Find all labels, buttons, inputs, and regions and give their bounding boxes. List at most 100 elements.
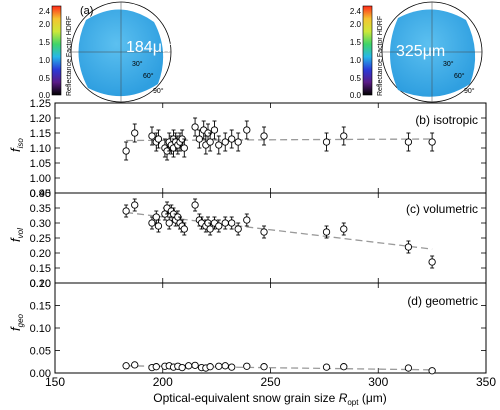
y-tick-label: 1.20	[30, 113, 51, 125]
data-point	[221, 362, 229, 370]
y-tick-label: 0.20	[30, 278, 51, 290]
colorbar-tick: 1.5	[350, 38, 362, 47]
data-point	[148, 219, 156, 227]
colorbar-tick: 2.4	[350, 7, 362, 16]
svg-text:fgeo: fgeo	[8, 313, 25, 331]
y-axis-label: fgeo	[8, 313, 25, 331]
data-point	[210, 126, 219, 134]
data-point	[131, 201, 139, 209]
panel-title: (d) geometric	[407, 294, 478, 308]
data-point	[428, 138, 436, 146]
inset-label: (a)	[80, 5, 93, 17]
data-point	[234, 138, 242, 146]
colorbar-tick: 1.0	[350, 56, 362, 65]
data-point	[206, 225, 214, 233]
colorbar-tick: 0.0	[350, 91, 362, 100]
y-tick-label: 0.10	[30, 278, 51, 290]
data-point	[180, 225, 188, 233]
data-point	[122, 362, 130, 370]
colorbar-title: Reflectance Factor HDRF	[66, 16, 73, 96]
y-tick-label: 0.35	[30, 203, 51, 215]
data-point	[260, 363, 268, 371]
colorbar	[51, 5, 62, 96]
x-tick-label: 150	[45, 375, 65, 389]
panel-isotropic: (b) isotropic fiso 0.95 1.00 1.05 1.10 1.15 1…	[8, 98, 487, 200]
data-point	[152, 363, 160, 371]
data-point	[215, 141, 223, 149]
y-tick-label: 1.15	[30, 128, 51, 140]
panel-title: (c) volumetric	[406, 202, 478, 216]
angle-label: 90°	[153, 87, 164, 95]
grain-size-label: 184μm	[126, 39, 175, 56]
data-point	[322, 363, 331, 371]
angle-label: 60°	[454, 72, 465, 80]
data-point	[243, 126, 251, 134]
data-point	[206, 363, 214, 371]
data-point	[428, 367, 436, 375]
grain-size-label: 325μm	[396, 43, 445, 60]
data-point	[154, 222, 163, 230]
x-label-unit: (μm)	[362, 391, 387, 405]
inset-184: 2.4 2.0 1.5 1.0 0.5 0.0 Reflectance Fact…	[39, 1, 175, 103]
y-tick-label: 0.20	[30, 248, 51, 260]
data-point	[154, 135, 163, 143]
data-point	[234, 225, 242, 233]
colorbar-tick: 2.0	[350, 20, 362, 29]
data-point	[340, 132, 348, 140]
data-point	[428, 258, 436, 266]
data-point	[191, 123, 199, 131]
y-tick-label: 1.10	[30, 143, 51, 155]
data-point	[260, 228, 268, 236]
colorbar-tick: 1.0	[39, 56, 51, 65]
data-point	[122, 147, 130, 155]
y-tick-label: 1.25	[30, 98, 51, 110]
colorbar	[362, 5, 373, 96]
x-label-prefix: Optical-equivalent snow grain size	[153, 391, 335, 405]
data-point	[191, 361, 199, 369]
data-point	[184, 362, 193, 370]
data-point	[322, 138, 331, 146]
data-point	[340, 363, 348, 371]
data-point	[122, 207, 130, 215]
data-point	[148, 132, 156, 140]
data-point	[165, 219, 173, 227]
data-point	[206, 138, 214, 146]
panel-title: (b) isotropic	[415, 113, 478, 127]
colorbar-tick: 2.0	[39, 20, 51, 29]
data-point	[404, 138, 413, 146]
x-axis: 150 200 250 300 350	[45, 375, 496, 389]
angle-label: 30°	[443, 60, 454, 68]
data-point	[221, 138, 229, 146]
data-point	[260, 132, 268, 140]
data-point	[228, 135, 236, 143]
data-point	[152, 213, 160, 221]
x-label-sub: opt	[347, 398, 359, 407]
x-tick-label: 350	[476, 375, 496, 389]
y-axis-label: fvol	[8, 228, 25, 242]
y-tick-label: 1.05	[30, 158, 51, 170]
inset-325: 2.4 2.0 1.5 1.0 0.5 0.0 Reflectance Fact…	[350, 1, 483, 103]
data-point	[131, 361, 139, 369]
colorbar-title: Reflectance Factor HDRF	[377, 16, 384, 96]
fit-line	[126, 138, 433, 142]
data-point	[404, 243, 413, 251]
y-tick-label: 0.05	[30, 346, 51, 358]
fit-line	[126, 211, 433, 250]
data-point	[178, 363, 186, 372]
y-tick-label: 0.30	[30, 218, 51, 230]
data-point	[228, 219, 236, 227]
y-tick-label: 1.00	[30, 173, 51, 185]
y-tick-label: 0.10	[30, 323, 51, 335]
data-point	[195, 135, 204, 143]
panel-volumetric: (c) volumetric fvol 0.10 0.15 0.20 0.25 0.30…	[8, 188, 487, 290]
colorbar-ticks: 2.4 2.0 1.5 1.0 0.5 0.0	[39, 7, 51, 100]
data-point	[131, 129, 139, 137]
y-tick-label: 0.15	[30, 301, 51, 313]
colorbar-tick: 1.5	[39, 38, 51, 47]
x-tick-label: 200	[153, 375, 173, 389]
y-tick-label: 0.40	[30, 188, 51, 200]
data-point	[215, 222, 223, 230]
y-tick-label: 0.15	[30, 263, 51, 275]
angle-label: 90°	[464, 87, 475, 95]
